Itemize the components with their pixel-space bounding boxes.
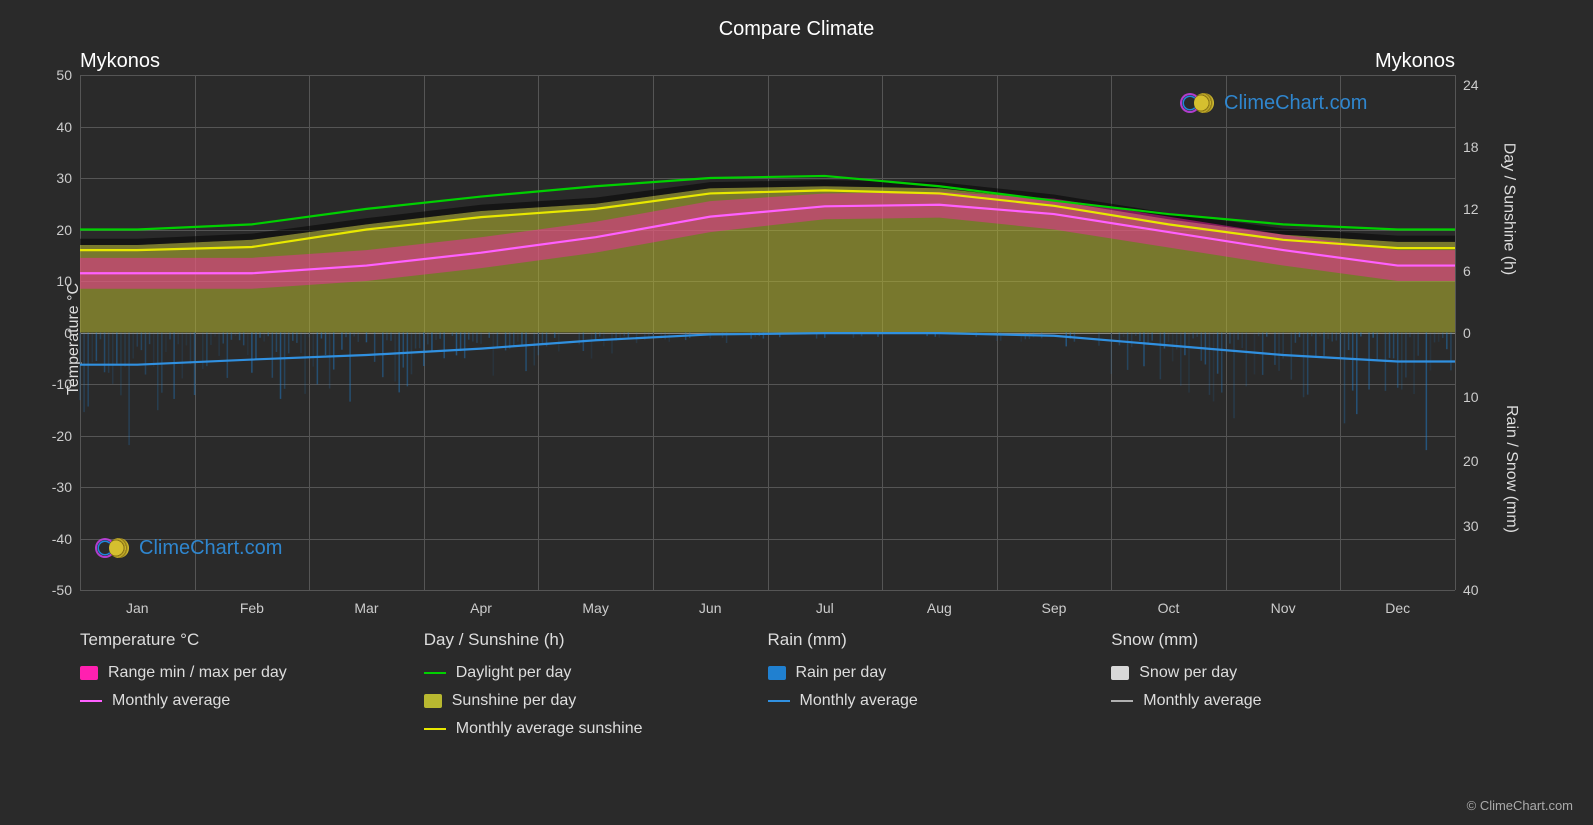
x-tick-month: Jan bbox=[126, 600, 149, 616]
x-tick-month: Aug bbox=[927, 600, 952, 616]
legend-label: Monthly average sunshine bbox=[456, 720, 643, 738]
watermark: ClimeChart.com bbox=[95, 535, 282, 561]
legend-item: Rain per day bbox=[768, 664, 1112, 682]
legend-swatch bbox=[768, 666, 786, 680]
legend-column: Snow (mm) Snow per day Monthly average bbox=[1111, 630, 1455, 748]
legend-heading: Temperature °C bbox=[80, 630, 424, 650]
rain-avg-line bbox=[80, 333, 1455, 365]
grid-line-v bbox=[1455, 75, 1456, 590]
legend-label: Monthly average bbox=[800, 692, 918, 710]
legend-column: Day / Sunshine (h) Daylight per day Sunshi… bbox=[424, 630, 768, 748]
y-tick-right-top: 12 bbox=[1463, 201, 1479, 217]
legend-item: Monthly average bbox=[768, 692, 1112, 710]
x-tick-month: Apr bbox=[470, 600, 492, 616]
y-tick-left: -40 bbox=[52, 531, 72, 547]
legend-item: Sunshine per day bbox=[424, 692, 768, 710]
x-tick-month: Feb bbox=[240, 600, 264, 616]
legend-label: Sunshine per day bbox=[452, 692, 577, 710]
x-tick-month: Sep bbox=[1041, 600, 1066, 616]
y-tick-left: 20 bbox=[56, 222, 72, 238]
y-axis-right-top-title: Day / Sunshine (h) bbox=[1500, 143, 1518, 276]
x-tick-month: Nov bbox=[1271, 600, 1296, 616]
legend-swatch bbox=[768, 700, 790, 702]
legend-label: Daylight per day bbox=[456, 664, 572, 682]
y-tick-right-top: 6 bbox=[1463, 263, 1471, 279]
x-tick-month: Mar bbox=[354, 600, 378, 616]
legend-item: Daylight per day bbox=[424, 664, 768, 682]
y-tick-left: 40 bbox=[56, 119, 72, 135]
watermark: ClimeChart.com bbox=[1180, 90, 1367, 116]
legend-swatch bbox=[424, 672, 446, 674]
y-tick-left: -30 bbox=[52, 479, 72, 495]
legend-item: Range min / max per day bbox=[80, 664, 424, 682]
x-tick-month: Oct bbox=[1158, 600, 1180, 616]
legend-heading: Rain (mm) bbox=[768, 630, 1112, 650]
y-tick-right-top: 24 bbox=[1463, 77, 1479, 93]
legend-swatch bbox=[424, 728, 446, 730]
x-tick-month: Jul bbox=[816, 600, 834, 616]
legend-label: Monthly average bbox=[112, 692, 230, 710]
legend-item: Monthly average bbox=[80, 692, 424, 710]
y-tick-left: -50 bbox=[52, 582, 72, 598]
y-tick-left: -20 bbox=[52, 428, 72, 444]
y-tick-left: 10 bbox=[56, 273, 72, 289]
legend-item: Monthly average sunshine bbox=[424, 720, 768, 738]
y-tick-right-bottom: 20 bbox=[1463, 453, 1479, 469]
y-tick-left: 50 bbox=[56, 67, 72, 83]
y-tick-right-bottom: 10 bbox=[1463, 389, 1479, 405]
legend-column: Temperature °C Range min / max per day Mon… bbox=[80, 630, 424, 748]
location-label-left: Mykonos bbox=[80, 50, 160, 73]
legend-label: Range min / max per day bbox=[108, 664, 287, 682]
location-label-right: Mykonos bbox=[1375, 50, 1455, 73]
y-axis-right-bottom-title: Rain / Snow (mm) bbox=[1502, 405, 1520, 533]
legend-swatch bbox=[1111, 700, 1133, 702]
y-tick-right-top: 0 bbox=[1463, 325, 1471, 341]
y-tick-right-bottom: 30 bbox=[1463, 518, 1479, 534]
rain-bars bbox=[80, 333, 1451, 451]
y-tick-left: 30 bbox=[56, 170, 72, 186]
legend-label: Monthly average bbox=[1143, 692, 1261, 710]
chart-plot-area: -50-40-30-20-100102030405006121824102030… bbox=[80, 75, 1455, 590]
legend-item: Monthly average bbox=[1111, 692, 1455, 710]
legend-swatch bbox=[1111, 666, 1129, 680]
y-tick-left: 0 bbox=[64, 325, 72, 341]
legend-swatch bbox=[424, 694, 442, 708]
y-tick-right-bottom: 40 bbox=[1463, 582, 1479, 598]
legend-label: Rain per day bbox=[796, 664, 887, 682]
legend: Temperature °C Range min / max per day Mon… bbox=[80, 630, 1455, 748]
legend-column: Rain (mm) Rain per day Monthly average bbox=[768, 630, 1112, 748]
legend-item: Snow per day bbox=[1111, 664, 1455, 682]
legend-heading: Snow (mm) bbox=[1111, 630, 1455, 650]
legend-label: Snow per day bbox=[1139, 664, 1237, 682]
legend-swatch bbox=[80, 700, 102, 702]
grid-line-h bbox=[80, 590, 1455, 591]
legend-swatch bbox=[80, 666, 98, 680]
x-tick-month: May bbox=[582, 600, 608, 616]
copyright-text: © ClimeChart.com bbox=[1467, 798, 1573, 813]
x-tick-month: Dec bbox=[1385, 600, 1410, 616]
legend-heading: Day / Sunshine (h) bbox=[424, 630, 768, 650]
chart-title: Compare Climate bbox=[0, 0, 1593, 41]
x-tick-month: Jun bbox=[699, 600, 722, 616]
y-tick-right-top: 18 bbox=[1463, 139, 1479, 155]
y-tick-left: -10 bbox=[52, 376, 72, 392]
